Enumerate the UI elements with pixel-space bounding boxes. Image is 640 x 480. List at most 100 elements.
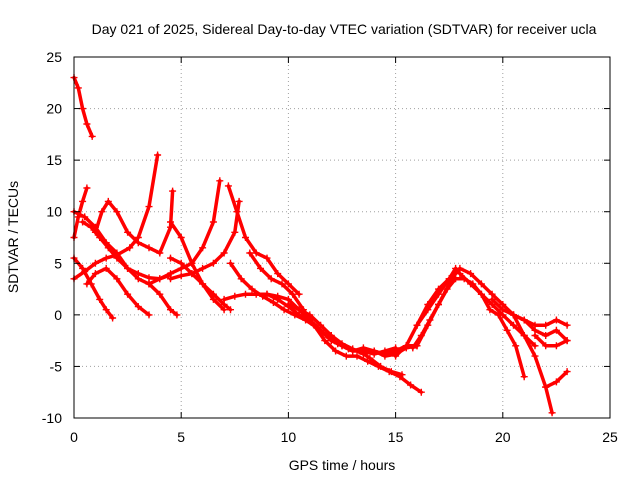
data-point-marker	[269, 299, 277, 306]
data-point-marker	[83, 120, 91, 128]
data-point-marker	[445, 275, 453, 283]
data-point-marker	[289, 290, 297, 298]
data-point-marker	[267, 275, 275, 283]
data-point-marker	[227, 306, 234, 314]
data-point-marker	[91, 259, 99, 267]
series-line	[72, 186, 89, 240]
data-point-marker	[477, 280, 485, 288]
data-point-marker	[252, 249, 260, 257]
data-point-marker	[242, 234, 249, 241]
data-point-marker	[520, 332, 528, 339]
data-point-marker	[295, 311, 303, 319]
data-point-marker	[126, 244, 134, 252]
data-point-marker	[156, 275, 164, 283]
data-point-marker	[199, 244, 207, 252]
data-point-marker	[235, 197, 243, 205]
data-point-marker	[552, 378, 560, 386]
data-point-marker	[435, 290, 442, 298]
data-point-marker	[467, 270, 475, 278]
data-point-marker	[167, 218, 174, 226]
data-point-marker	[124, 264, 132, 272]
data-point-marker	[359, 344, 367, 352]
data-point-marker	[370, 347, 378, 355]
series-s16	[246, 249, 425, 396]
data-point-marker	[188, 259, 196, 267]
series-s6	[83, 264, 153, 319]
data-point-marker	[102, 254, 110, 262]
data-point-marker	[332, 347, 340, 355]
data-point-marker	[224, 182, 232, 190]
data-point-marker	[124, 228, 132, 236]
data-point-marker	[145, 280, 153, 288]
data-point-marker	[263, 254, 271, 262]
data-point-marker	[177, 259, 185, 267]
data-point-marker	[231, 228, 239, 236]
data-point-marker	[102, 306, 110, 314]
data-point-marker	[113, 275, 121, 283]
data-point-marker	[499, 306, 507, 314]
data-point-marker	[220, 249, 228, 257]
data-point-marker	[456, 264, 464, 272]
data-point-marker	[460, 275, 468, 283]
data-point-marker	[167, 275, 174, 283]
data-point-marker	[145, 203, 153, 211]
series-line	[533, 333, 569, 348]
data-point-marker	[342, 352, 350, 360]
series-s12	[167, 197, 243, 283]
data-point-marker	[531, 332, 539, 339]
data-point-marker	[402, 342, 410, 350]
data-point-marker	[381, 352, 389, 360]
data-point-marker	[409, 344, 417, 352]
plot-frame	[73, 56, 611, 419]
data-point-marker	[104, 244, 112, 252]
series-s20	[409, 275, 528, 381]
data-point-marker	[134, 239, 142, 247]
series-layer	[70, 74, 571, 417]
data-point-marker	[252, 290, 260, 298]
data-point-marker	[98, 208, 106, 216]
data-point-marker	[188, 270, 196, 278]
x-tick-label: 25	[602, 429, 618, 445]
data-point-marker	[156, 290, 164, 298]
data-point-marker	[284, 303, 292, 311]
x-tick-label: 20	[495, 429, 511, 445]
data-point-marker	[359, 350, 367, 358]
y-tick-label: 20	[46, 101, 62, 117]
data-point-marker	[321, 337, 329, 345]
data-point-marker	[469, 280, 477, 288]
data-point-marker	[548, 409, 556, 417]
data-point-marker	[83, 184, 91, 192]
data-point-marker	[74, 84, 82, 92]
data-point-marker	[79, 264, 87, 272]
data-point-marker	[237, 275, 245, 283]
series-line	[490, 297, 569, 343]
y-tick-label: -10	[42, 410, 62, 426]
data-point-marker	[113, 254, 121, 262]
data-point-marker	[246, 249, 254, 257]
data-point-marker	[209, 290, 217, 298]
data-point-marker	[134, 275, 142, 283]
data-point-marker	[220, 295, 228, 303]
data-point-marker	[177, 234, 185, 241]
data-point-marker	[374, 362, 382, 370]
data-point-marker	[563, 337, 571, 345]
data-point-marker	[257, 264, 264, 272]
data-point-marker	[79, 105, 87, 113]
x-tick-label: 5	[177, 429, 185, 445]
data-point-marker	[486, 306, 494, 314]
series-s13	[224, 182, 303, 298]
data-point-marker	[145, 244, 153, 252]
data-point-marker	[167, 306, 174, 314]
data-point-marker	[542, 332, 550, 339]
data-point-marker	[295, 290, 303, 298]
data-point-marker	[156, 249, 164, 257]
data-point-marker	[91, 270, 99, 278]
data-point-marker	[435, 301, 442, 308]
grid-layer	[74, 57, 610, 418]
data-point-marker	[452, 275, 460, 283]
data-point-marker	[552, 326, 560, 334]
data-point-marker	[510, 321, 517, 329]
data-point-marker	[274, 295, 282, 303]
data-point-marker	[520, 316, 528, 324]
